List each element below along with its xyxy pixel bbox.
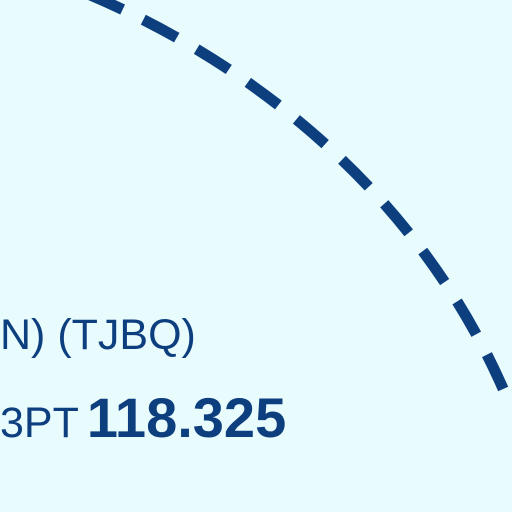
frequency-label: 3PT 118.325 (0, 388, 286, 463)
frequency-unit: 3PT (0, 399, 79, 447)
frequency-value: 118.325 (86, 386, 287, 449)
airport-identifier-label: N) (TJBQ) (0, 311, 196, 359)
airspace-dashed-circle (88, 0, 512, 413)
